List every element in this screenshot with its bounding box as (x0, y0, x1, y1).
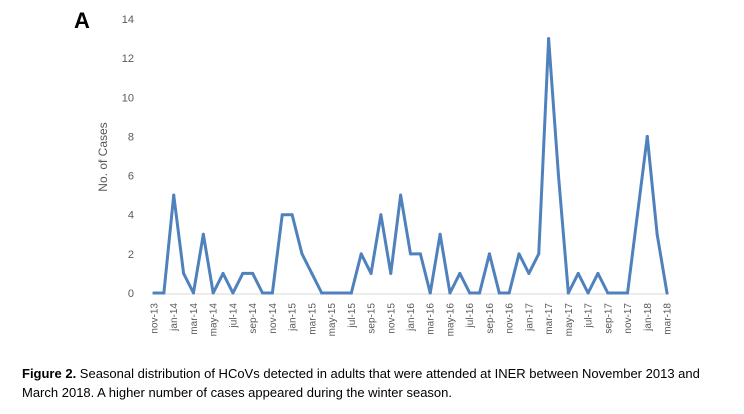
data-point (468, 291, 472, 295)
y-tick-label: 6 (128, 171, 134, 183)
x-tick-label: mar-15 (307, 303, 318, 335)
data-point (211, 291, 215, 295)
data-point (241, 271, 245, 275)
x-tick-label: may-14 (209, 303, 220, 337)
caption-text: Seasonal distribution of HCoVs detected … (22, 366, 700, 400)
data-point (330, 291, 334, 295)
data-point (251, 271, 255, 275)
x-tick-label: nov-16 (505, 303, 516, 334)
data-point (576, 271, 580, 275)
x-tick-label: mar-18 (663, 303, 674, 335)
x-tick-label: may-15 (327, 303, 338, 337)
data-point (201, 232, 205, 236)
data-point (507, 291, 511, 295)
x-tick-label: jul-14 (228, 303, 239, 329)
y-tick-label: 8 (128, 131, 134, 143)
y-tick-label: 12 (122, 53, 134, 65)
data-point (389, 271, 393, 275)
line-chart: 0 2 4 6 8 10 12 14 nov-13 jan-14 mar-14 may-14 jul-… (96, 14, 674, 337)
x-tick-label: jul-16 (465, 303, 476, 329)
x-tick-label: nov-17 (623, 303, 634, 334)
data-point (428, 291, 432, 295)
y-tick-label: 0 (128, 288, 134, 300)
data-point (191, 291, 195, 295)
x-tick-label: nov-14 (268, 303, 279, 334)
x-tick-label: jan-18 (643, 303, 654, 332)
data-point (487, 252, 491, 256)
x-tick-label: jul-17 (584, 303, 595, 329)
data-point (645, 134, 649, 138)
caption-label: Figure 2. (22, 366, 77, 381)
data-point (231, 291, 235, 295)
data-point (606, 291, 610, 295)
y-tick-label: 4 (128, 210, 134, 222)
data-point (270, 291, 274, 295)
data-point (537, 252, 541, 256)
data-point (310, 271, 314, 275)
y-axis: 0 2 4 6 8 10 12 14 (122, 14, 134, 300)
x-tick-label: jan-16 (406, 303, 417, 332)
data-point (221, 271, 225, 275)
data-point (547, 37, 551, 41)
x-tick-label: jan-15 (288, 303, 299, 332)
x-tick-label: sep-14 (248, 303, 259, 334)
panel-label: A (74, 8, 90, 33)
data-point (359, 252, 363, 256)
data-point (162, 291, 166, 295)
data-point (418, 252, 422, 256)
data-point (399, 193, 403, 197)
data-point (300, 252, 304, 256)
data-point (665, 291, 669, 295)
data-point (261, 291, 265, 295)
data-point (290, 213, 294, 217)
data-point (320, 291, 324, 295)
data-point (566, 291, 570, 295)
x-tick-label: jan-14 (169, 303, 180, 332)
x-tick-label: mar-17 (544, 303, 555, 335)
data-point (182, 271, 186, 275)
x-tick-label: jan-17 (524, 303, 535, 332)
data-points (152, 37, 669, 295)
x-tick-label: sep-17 (603, 303, 614, 334)
data-point (527, 271, 531, 275)
x-tick-label: jul-15 (347, 303, 358, 329)
data-point (379, 213, 383, 217)
x-tick-label: nov-13 (150, 303, 161, 334)
data-point (280, 213, 284, 217)
x-tick-label: sep-16 (485, 303, 496, 334)
y-tick-label: 10 (122, 92, 134, 104)
data-point (478, 291, 482, 295)
data-point (517, 252, 521, 256)
x-tick-label: mar-14 (189, 303, 200, 335)
data-point (438, 232, 442, 236)
x-axis: nov-13 jan-14 mar-14 may-14 jul-14 sep-14 nov-… (150, 293, 674, 337)
x-tick-label: nov-15 (386, 303, 397, 334)
figure-caption: Figure 2. Seasonal distribution of HCoVs… (22, 364, 738, 402)
y-tick-label: 14 (122, 14, 134, 26)
data-point (369, 271, 373, 275)
y-tick-label: 2 (128, 249, 134, 261)
x-tick-label: may-16 (445, 303, 456, 337)
x-tick-label: mar-16 (426, 303, 437, 335)
data-point (409, 252, 412, 256)
data-point (586, 291, 590, 295)
data-point (349, 291, 353, 295)
data-point (172, 193, 176, 197)
data-point (152, 291, 156, 295)
data-point (339, 291, 343, 295)
data-point (616, 291, 620, 295)
data-point (448, 291, 452, 295)
x-tick-label: may-17 (564, 303, 575, 337)
data-point (458, 271, 462, 275)
x-tick-label: sep-15 (367, 303, 378, 334)
y-axis-label: No. of Cases (96, 122, 110, 191)
data-point (497, 291, 501, 295)
data-point (626, 291, 630, 295)
data-point (596, 271, 600, 275)
data-point (556, 174, 560, 178)
data-point (655, 232, 659, 236)
data-point (635, 213, 639, 217)
